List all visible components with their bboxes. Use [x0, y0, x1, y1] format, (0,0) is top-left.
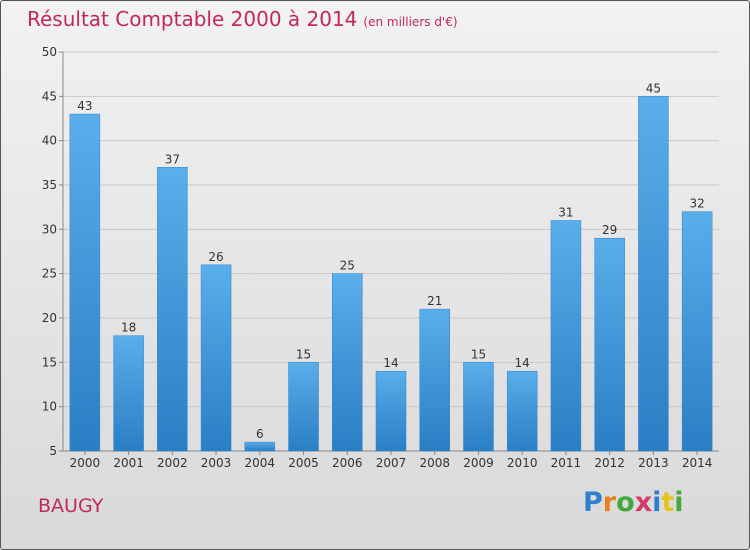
bar-2005: [288, 362, 319, 452]
y-tick-label: 50: [42, 45, 57, 59]
chart-title: Résultat Comptable 2000 à 2014 (en millie…: [27, 7, 458, 31]
x-tick-label: 2004: [245, 456, 276, 470]
y-tick-label: 10: [42, 400, 57, 414]
bar-value-label: 25: [340, 259, 355, 273]
bar-2004: [244, 441, 276, 452]
bar-2013: [638, 96, 669, 452]
bar-value-label: 15: [296, 347, 311, 361]
x-tick-label: 2006: [332, 456, 363, 470]
bar-value-label: 26: [208, 250, 223, 264]
bar-2002: [157, 167, 188, 452]
y-tick-label: 40: [42, 134, 57, 148]
bar-value-label: 18: [121, 321, 136, 335]
bar-value-label: 37: [165, 152, 180, 166]
x-tick-label: 2000: [70, 456, 101, 470]
bar-2010: [506, 370, 538, 452]
bar-value-label: 14: [383, 356, 398, 370]
x-tick-label: 2012: [594, 456, 625, 470]
x-tick-label: 2005: [288, 456, 319, 470]
bar-value-label: 21: [427, 294, 442, 308]
y-tick-label: 45: [42, 89, 57, 103]
chart-title-text: Résultat Comptable 2000 à 2014: [27, 7, 358, 31]
bar-2009: [463, 362, 494, 452]
bar-2000: [69, 113, 101, 452]
y-tick-label: 35: [42, 178, 57, 192]
proxiti-logo[interactable]: Proxiti: [583, 487, 684, 518]
bar-value-label: 15: [471, 347, 486, 361]
bar-2006: [332, 273, 363, 452]
x-tick-label: 2008: [419, 456, 450, 470]
x-tick-label: 2009: [463, 456, 494, 470]
logo-letter: i: [674, 487, 684, 518]
bar-2001: [113, 335, 144, 452]
logo-letter: o: [616, 487, 635, 518]
x-tick-label: 2007: [376, 456, 407, 470]
bars: [69, 96, 713, 452]
y-tick-label: 5: [49, 444, 57, 458]
bar-2012: [594, 237, 625, 452]
x-tick-label: 2002: [157, 456, 188, 470]
labels: 5 10 15 20 25 30 35 40 45 50 43 2000 18 2001 37 2002 26 2…: [42, 45, 713, 470]
y-tick-label: 25: [42, 267, 57, 281]
bar-value-label: 43: [77, 99, 92, 113]
logo-letter: i: [652, 487, 662, 518]
bar-2011: [550, 220, 582, 452]
bar-value-label: 45: [646, 81, 661, 95]
bar-value-label: 14: [515, 356, 530, 370]
y-tick-label: 20: [42, 311, 57, 325]
x-tick-label: 2003: [201, 456, 232, 470]
x-tick-label: 2014: [682, 456, 713, 470]
bar-2007: [375, 370, 407, 452]
logo-letter: x: [634, 487, 653, 518]
x-tick-label: 2001: [113, 456, 144, 470]
bar-value-label: 31: [558, 205, 573, 219]
logo-letter: r: [602, 487, 617, 518]
x-tick-label: 2013: [638, 456, 669, 470]
x-tick-label: 2010: [507, 456, 538, 470]
bar-value-label: 29: [602, 223, 617, 237]
bar-2003: [200, 264, 232, 452]
bar-2008: [419, 308, 450, 452]
bar-value-label: 6: [256, 427, 264, 441]
bar-value-label: 32: [689, 197, 704, 211]
y-tick-label: 30: [42, 222, 57, 236]
bar-2014: [681, 211, 713, 452]
commune-name: BAUGY: [38, 495, 104, 517]
x-tick-label: 2011: [551, 456, 582, 470]
logo-letter: t: [661, 487, 675, 518]
y-tick-label: 15: [42, 355, 57, 369]
logo-letter: P: [583, 487, 603, 518]
chart-unit: (en milliers d'€): [363, 15, 458, 29]
